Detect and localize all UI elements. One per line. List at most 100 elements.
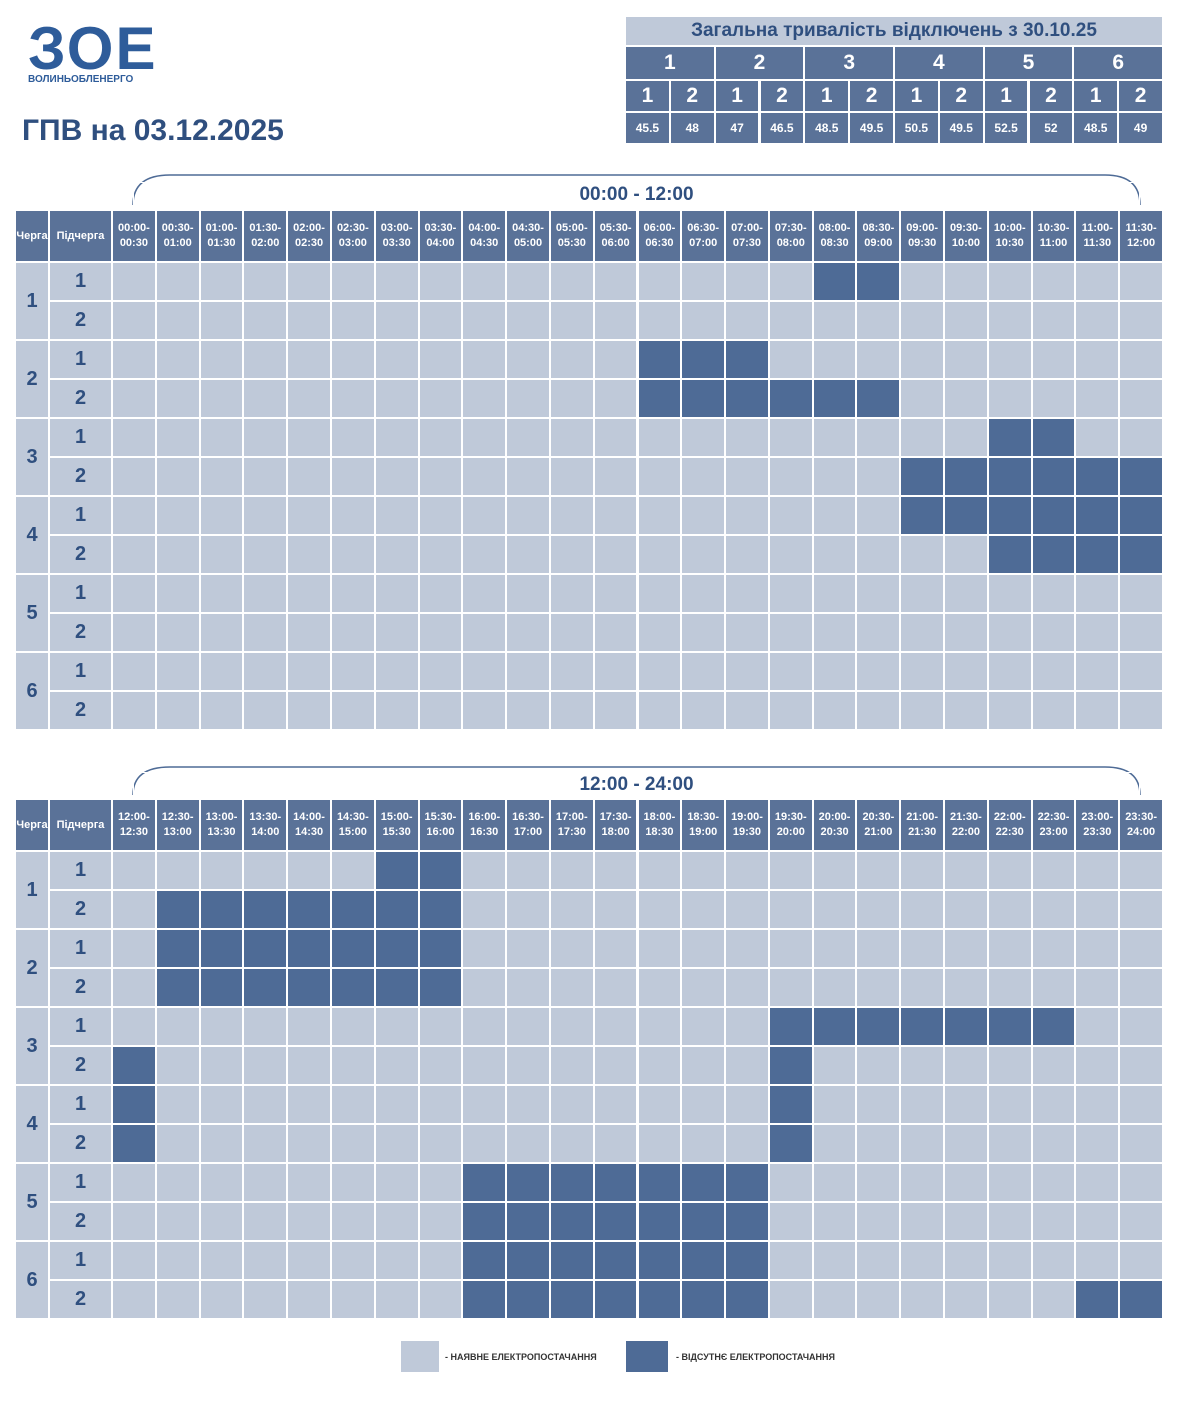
slot-cell [155, 691, 200, 730]
slot-cell [1119, 1085, 1163, 1124]
slot-cell [330, 301, 375, 340]
slot-cell [330, 1163, 375, 1202]
slot-cell [418, 301, 463, 340]
slot-cell [462, 262, 507, 301]
slot-cell [1031, 457, 1076, 496]
slot-cell [374, 301, 419, 340]
slot-cell [987, 652, 1032, 691]
slot-cell [418, 968, 463, 1007]
slot-cell [987, 851, 1032, 890]
slot-cell [1031, 613, 1076, 652]
slot-cell [549, 574, 594, 613]
slot-cell [462, 496, 507, 535]
slot-cell [637, 613, 682, 652]
legend-swatch [400, 1340, 440, 1373]
slot-cell [1119, 1202, 1163, 1241]
slot-cell [768, 418, 813, 457]
slot-cell [549, 691, 594, 730]
slot-cell [1119, 929, 1163, 968]
subqueue-label: 1 [49, 496, 112, 535]
slot-cell [374, 1124, 419, 1163]
slot-cell [1119, 340, 1163, 379]
slot-cell [155, 613, 200, 652]
slot-cell [944, 851, 988, 890]
slot-cell [330, 418, 375, 457]
slot-cell [506, 1085, 550, 1124]
slot-header: 18:30-19:00 [681, 799, 726, 851]
slot-cell [374, 1163, 419, 1202]
slot-cell [1075, 968, 1120, 1007]
queue-label: 1 [15, 262, 49, 340]
slot-cell [637, 574, 682, 613]
slot-cell [593, 652, 638, 691]
slot-cell [243, 968, 288, 1007]
slot-cell [374, 1241, 419, 1280]
slot-cell [1075, 1124, 1120, 1163]
subqueue-label: 1 [49, 418, 112, 457]
slot-cell [287, 457, 331, 496]
slot-cell [725, 535, 769, 574]
slot-cell [812, 1085, 857, 1124]
slot-cell [374, 457, 419, 496]
slot-cell [725, 691, 769, 730]
slot-cell [768, 1046, 813, 1085]
slot-cell [243, 1085, 288, 1124]
slot-cell [812, 262, 857, 301]
slot-cell [681, 535, 726, 574]
slot-cell [812, 1124, 857, 1163]
slot-cell [330, 1046, 375, 1085]
slot-cell [768, 496, 813, 535]
slot-cell [155, 262, 200, 301]
slot-cell [944, 574, 988, 613]
slot-cell [900, 1085, 945, 1124]
slot-cell [1075, 929, 1120, 968]
subqueue-label: 2 [49, 890, 112, 929]
logo-mark: ЗОЕ [28, 15, 158, 82]
slot-cell [287, 262, 331, 301]
subqueue-label: 1 [49, 1007, 112, 1046]
slot-cell [987, 890, 1032, 929]
slot-cell [944, 1085, 988, 1124]
slot-cell [681, 1241, 726, 1280]
slot-cell [330, 890, 375, 929]
slot-cell [681, 613, 726, 652]
slot-cell [725, 1085, 769, 1124]
slot-cell [418, 1085, 463, 1124]
slot-cell [1075, 496, 1120, 535]
slot-header: 03:30-04:00 [418, 210, 463, 262]
slot-cell [681, 262, 726, 301]
slot-cell [856, 262, 901, 301]
slot-cell [549, 1163, 594, 1202]
slot-cell [374, 613, 419, 652]
slot-cell [506, 535, 550, 574]
group-label: 1 [625, 46, 715, 80]
slot-cell [900, 418, 945, 457]
slot-cell [549, 379, 594, 418]
subqueue-header: Підчерга [49, 210, 112, 262]
slot-cell [418, 652, 463, 691]
group-label: 3 [804, 46, 894, 80]
slot-cell [418, 1202, 463, 1241]
slot-cell [506, 340, 550, 379]
slot-cell [725, 457, 769, 496]
slot-cell [418, 340, 463, 379]
slot-header: 22:30-23:00 [1031, 799, 1076, 851]
slot-cell [287, 574, 331, 613]
slot-cell [418, 851, 463, 890]
slot-cell [856, 535, 901, 574]
slot-cell [812, 691, 857, 730]
slot-header: 05:00-05:30 [549, 210, 594, 262]
slot-cell [681, 457, 726, 496]
slot-cell [856, 1280, 901, 1319]
duration-value: 49.5 [849, 112, 894, 144]
slot-cell [287, 1007, 331, 1046]
slot-cell [506, 418, 550, 457]
slot-cell [725, 301, 769, 340]
slot-cell [418, 1280, 463, 1319]
slot-cell [637, 535, 682, 574]
slot-cell [199, 1202, 244, 1241]
slot-cell [506, 1280, 550, 1319]
slot-cell [856, 851, 901, 890]
slot-cell [374, 379, 419, 418]
slot-cell [900, 890, 945, 929]
